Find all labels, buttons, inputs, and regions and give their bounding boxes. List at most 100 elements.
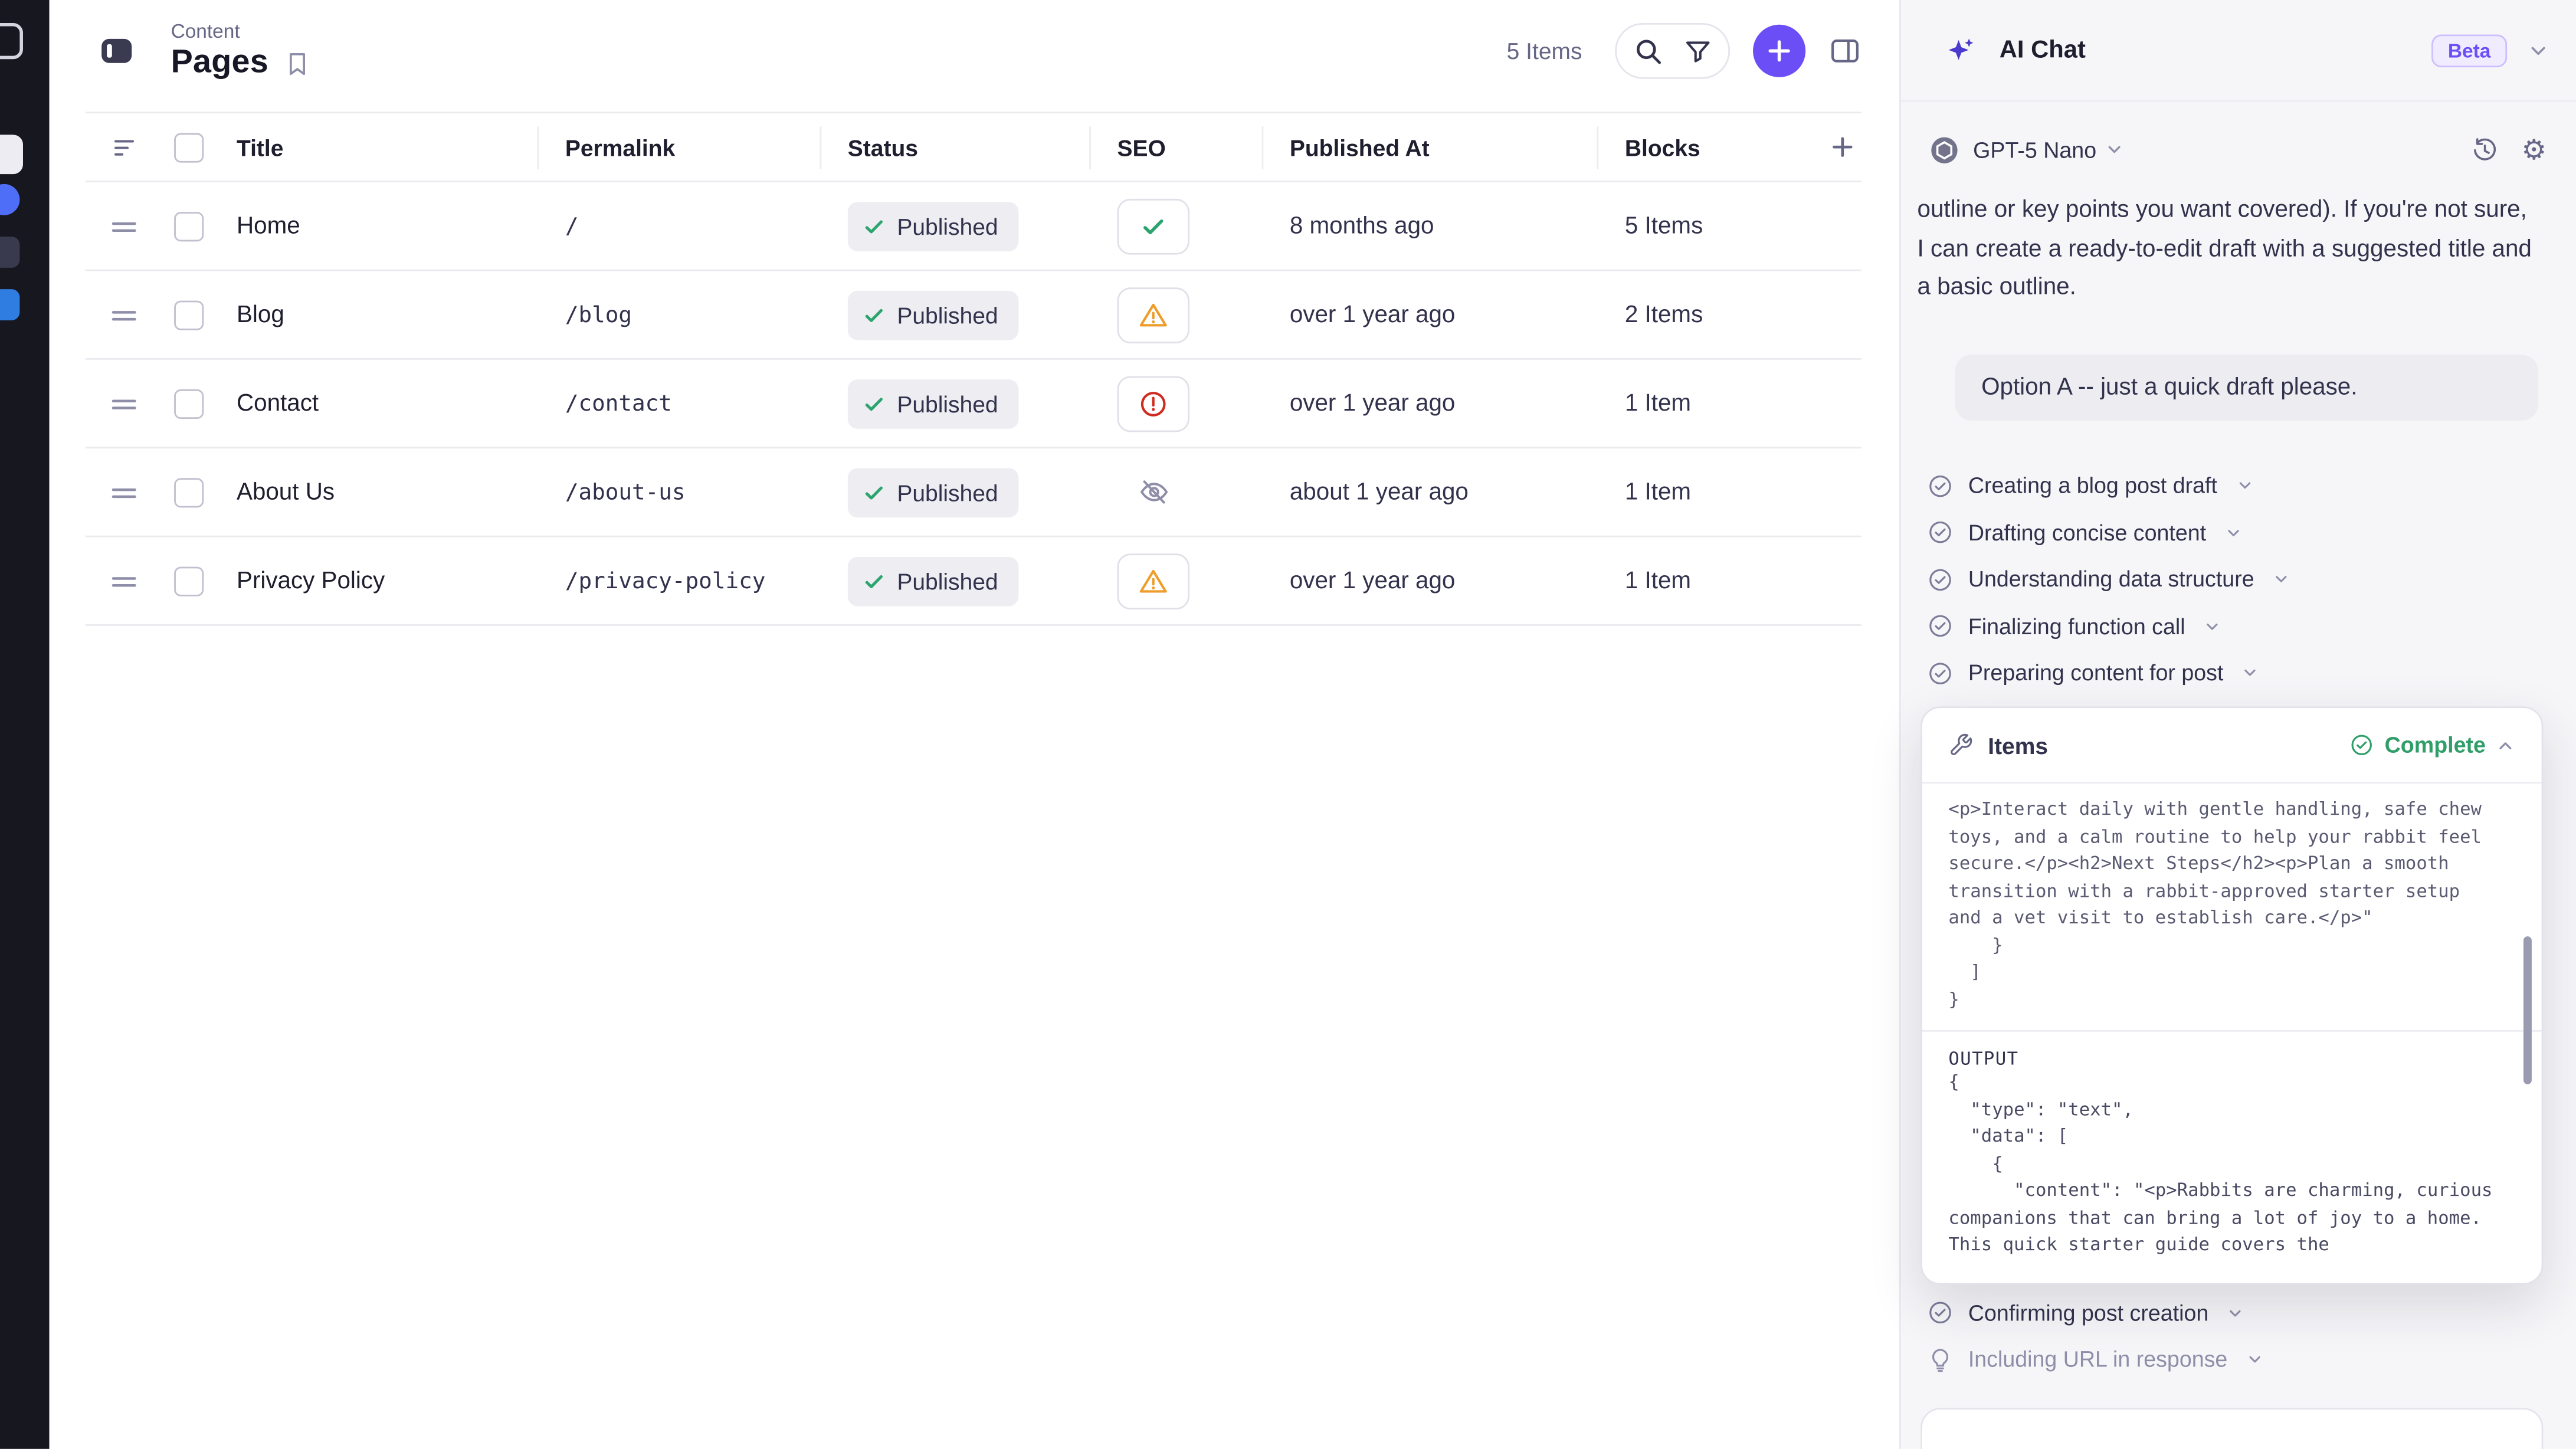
cell-published-at: over 1 year ago bbox=[1289, 568, 1456, 594]
cell-blocks: 1 Item bbox=[1624, 478, 1692, 506]
seo-warning-icon bbox=[1139, 566, 1168, 595]
collapse-chat-button[interactable] bbox=[2527, 38, 2550, 61]
filter-button[interactable] bbox=[1673, 27, 1722, 76]
row-checkbox[interactable] bbox=[174, 211, 204, 241]
step-item[interactable]: Including URL in response bbox=[1927, 1336, 2549, 1383]
step-item[interactable]: Confirming post creation bbox=[1927, 1290, 2549, 1336]
search-button[interactable] bbox=[1623, 27, 1673, 76]
seo-ok-badge[interactable] bbox=[1117, 198, 1189, 254]
pages-table: Title Permalink Status SEO Published At … bbox=[85, 112, 1861, 626]
cell-title[interactable]: Blog bbox=[236, 301, 284, 328]
status-badge: Published bbox=[847, 201, 1018, 251]
bookmark-icon[interactable] bbox=[285, 50, 312, 77]
check-circle-icon bbox=[1927, 660, 1954, 687]
row-checkbox[interactable] bbox=[174, 300, 204, 330]
main-content: Content Pages 5 Items bbox=[49, 0, 1899, 1449]
table-row[interactable]: Privacy Policy /privacy-policy Published… bbox=[85, 537, 1861, 626]
cell-title[interactable]: Contact bbox=[236, 390, 319, 417]
tool-card-header[interactable]: Items Complete bbox=[1922, 708, 2542, 784]
seo-error-badge[interactable] bbox=[1117, 375, 1189, 431]
cell-title[interactable]: Home bbox=[236, 212, 300, 240]
drag-handle-icon[interactable] bbox=[86, 572, 148, 589]
chat-history-button[interactable] bbox=[2470, 136, 2498, 163]
column-header-published-at[interactable]: Published At bbox=[1263, 126, 1599, 169]
cell-published-at: over 1 year ago bbox=[1289, 390, 1456, 417]
column-header-seo[interactable]: SEO bbox=[1091, 126, 1264, 169]
history-icon bbox=[2470, 136, 2498, 163]
cell-permalink[interactable]: / bbox=[565, 212, 579, 240]
step-item[interactable]: Preparing content for post bbox=[1927, 650, 2549, 696]
card-scrollbar[interactable] bbox=[2523, 936, 2532, 1084]
nav-item[interactable] bbox=[0, 183, 20, 215]
panel-right-icon bbox=[1828, 34, 1861, 67]
table-row[interactable]: Contact /contact Published over 1 year a… bbox=[85, 360, 1861, 449]
gear-icon: ⚙ bbox=[2521, 133, 2546, 165]
cell-blocks: 2 Items bbox=[1624, 301, 1703, 328]
drag-handle-icon[interactable] bbox=[86, 306, 148, 323]
chevron-up-icon[interactable] bbox=[2496, 735, 2515, 755]
seo-hidden-badge[interactable] bbox=[1117, 464, 1189, 520]
model-provider-icon bbox=[1931, 136, 1958, 163]
step-item[interactable]: Understanding data structure bbox=[1927, 556, 2549, 603]
ai-chat-header: AI Chat Beta bbox=[1900, 0, 2576, 102]
cell-permalink[interactable]: /blog bbox=[565, 301, 632, 328]
chevron-down-icon bbox=[2527, 38, 2550, 61]
model-name[interactable]: GPT-5 Nano bbox=[1973, 137, 2097, 162]
seo-warning-icon bbox=[1139, 300, 1168, 329]
published-check-icon bbox=[863, 569, 886, 592]
cell-permalink[interactable]: /privacy-policy bbox=[565, 568, 766, 594]
sort-icon[interactable] bbox=[86, 134, 148, 160]
nav-item[interactable] bbox=[0, 289, 20, 320]
table-row[interactable]: About Us /about-us Published about 1 yea… bbox=[85, 448, 1861, 537]
drag-handle-icon[interactable] bbox=[86, 395, 148, 412]
chevron-down-icon bbox=[2224, 524, 2243, 542]
column-header-title[interactable]: Title bbox=[210, 126, 539, 169]
chat-message-input[interactable] bbox=[1920, 1408, 2544, 1449]
step-item[interactable]: Creating a blog post draft bbox=[1927, 463, 2549, 509]
sparkle-icon bbox=[1944, 34, 1977, 67]
chat-settings-button[interactable]: ⚙ bbox=[2522, 136, 2546, 163]
chevron-down-icon bbox=[2272, 571, 2290, 589]
step-item[interactable]: Drafting concise content bbox=[1927, 509, 2549, 556]
column-header-permalink[interactable]: Permalink bbox=[539, 126, 822, 169]
left-nav-rail bbox=[0, 0, 50, 1449]
nav-item[interactable] bbox=[0, 236, 20, 268]
table-row[interactable]: Home / Published 8 months ago 5 Items bbox=[85, 182, 1861, 271]
tool-output-code: { "type": "text", "data": [ { "content":… bbox=[1948, 1071, 2493, 1255]
chevron-down-icon bbox=[2246, 1351, 2264, 1369]
app-logo-icon[interactable] bbox=[0, 22, 23, 60]
cell-title[interactable]: About Us bbox=[236, 478, 335, 506]
published-check-icon bbox=[863, 303, 886, 326]
cell-published-at: over 1 year ago bbox=[1289, 301, 1456, 328]
sidebar-toggle-icon bbox=[99, 33, 135, 69]
drag-handle-icon[interactable] bbox=[86, 484, 148, 500]
row-checkbox[interactable] bbox=[174, 477, 204, 507]
step-item[interactable]: Finalizing function call bbox=[1927, 603, 2549, 650]
status-badge: Published bbox=[847, 378, 1018, 428]
drag-handle-icon[interactable] bbox=[86, 218, 148, 234]
cell-permalink[interactable]: /contact bbox=[565, 390, 672, 417]
column-header-status[interactable]: Status bbox=[821, 126, 1091, 169]
chevron-down-icon bbox=[2227, 1304, 2245, 1322]
wrench-icon bbox=[1948, 733, 1973, 758]
table-header-row: Title Permalink Status SEO Published At … bbox=[85, 112, 1861, 183]
cell-permalink[interactable]: /about-us bbox=[565, 478, 686, 506]
cell-title[interactable]: Privacy Policy bbox=[236, 568, 385, 594]
row-checkbox[interactable] bbox=[174, 566, 204, 596]
seo-warning-badge[interactable] bbox=[1117, 286, 1189, 343]
row-checkbox[interactable] bbox=[174, 388, 204, 418]
collapse-sidebar-button[interactable] bbox=[96, 29, 138, 72]
cell-blocks: 1 Item bbox=[1624, 390, 1692, 417]
toggle-right-panel-button[interactable] bbox=[1828, 34, 1861, 67]
status-badge: Published bbox=[847, 467, 1018, 517]
seo-warning-badge[interactable] bbox=[1117, 552, 1189, 609]
column-header-blocks[interactable]: Blocks bbox=[1624, 133, 1700, 160]
select-all-checkbox[interactable] bbox=[174, 132, 204, 162]
add-page-button[interactable] bbox=[1753, 24, 1806, 77]
tool-card-title: Items bbox=[1988, 732, 2049, 759]
table-row[interactable]: Blog /blog Published over 1 year ago 2 I… bbox=[85, 271, 1861, 360]
cell-blocks: 5 Items bbox=[1624, 212, 1703, 240]
nav-item-active[interactable] bbox=[0, 135, 23, 175]
add-column-button[interactable] bbox=[1822, 135, 1861, 159]
